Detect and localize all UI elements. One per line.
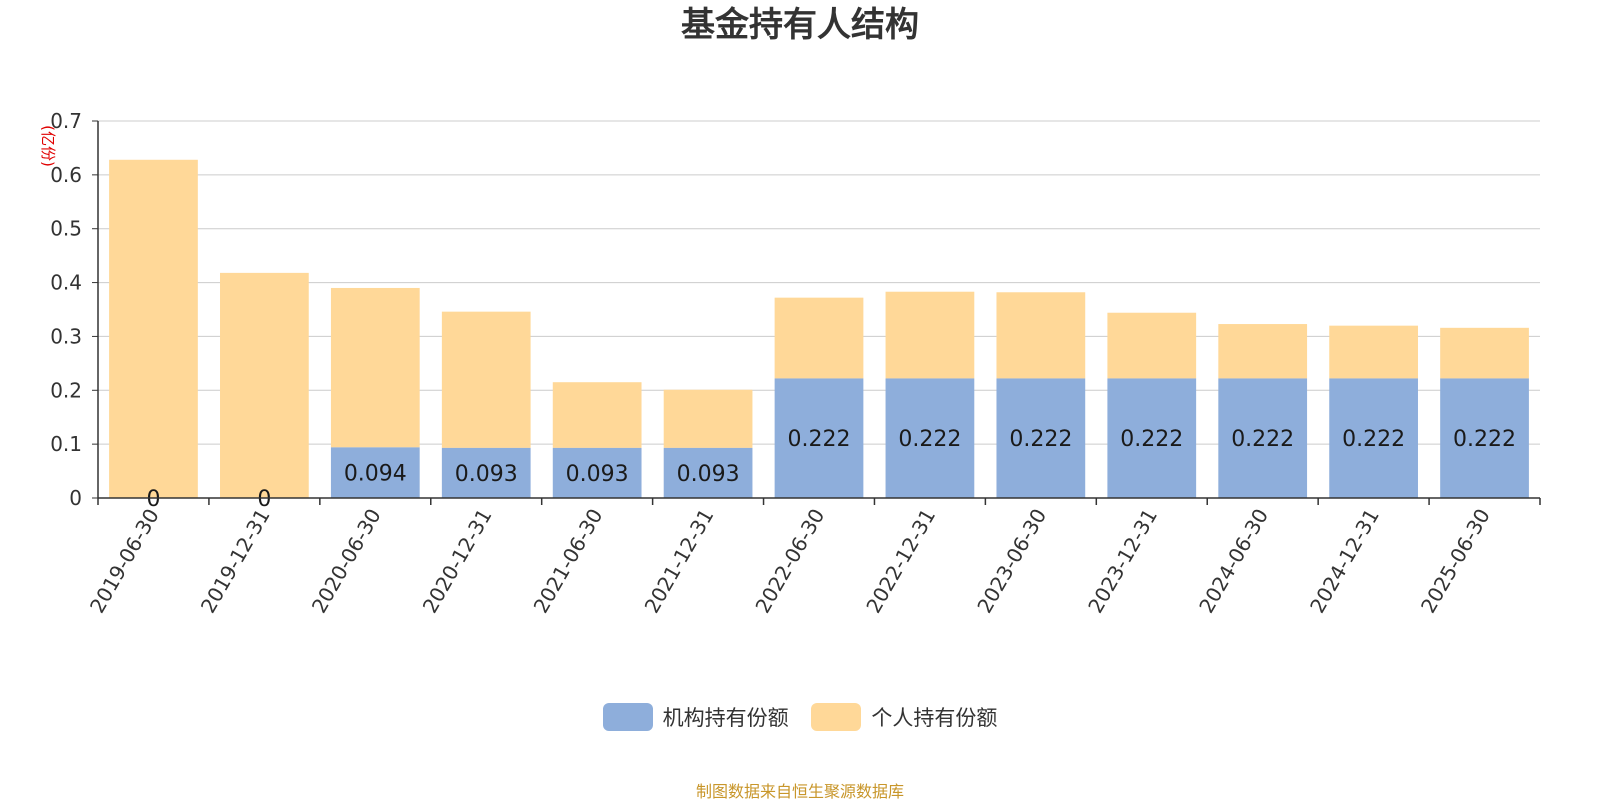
bar-institution-2021-12-31 xyxy=(663,447,753,498)
bar-individual-2024-06-30 xyxy=(1218,324,1308,379)
chart-title: 基金持有人结构 xyxy=(681,5,919,45)
y-tick-label: 0.2 xyxy=(50,378,82,402)
data-label-institution: 0.222 xyxy=(1342,427,1405,452)
bar-individual-2022-06-30 xyxy=(774,297,864,379)
data-label-institution: 0 xyxy=(146,487,160,512)
legend-label-individual: 个人持有份额 xyxy=(871,706,998,730)
x-tick-label: 2022-12-31 xyxy=(861,505,940,618)
source-note: 制图数据来自恒生聚源数据库 xyxy=(695,782,904,801)
bar-individual-2020-06-30 xyxy=(330,287,420,448)
data-label-institution: 0.222 xyxy=(788,427,851,452)
data-label-institution: 0.222 xyxy=(1231,427,1294,452)
data-label-institution: 0.222 xyxy=(1453,427,1516,452)
bar-institution-2021-06-30 xyxy=(552,447,642,498)
bar-individual-2021-06-30 xyxy=(552,382,642,448)
bar-institution-2022-12-31 xyxy=(885,378,975,498)
legend-swatch-individual xyxy=(811,703,862,731)
bar-individual-2019-06-30 xyxy=(109,159,198,498)
data-label-institution: 0.222 xyxy=(898,427,961,452)
bar-individual-2021-12-31 xyxy=(663,389,753,448)
x-tick-label: 2021-06-30 xyxy=(529,505,608,618)
bars xyxy=(109,159,1529,498)
data-label-institution: 0.093 xyxy=(566,462,629,487)
x-tick-label: 2025-06-30 xyxy=(1416,505,1495,618)
bar-individual-2023-12-31 xyxy=(1107,312,1197,379)
x-tick-label: 2021-12-31 xyxy=(640,505,719,618)
bar-institution-2020-06-30 xyxy=(330,447,420,498)
legend: 机构持有份额 个人持有份额 xyxy=(0,702,1600,736)
y-tick-label: 0.4 xyxy=(50,271,82,295)
bar-individual-2020-12-31 xyxy=(441,311,531,448)
legend-label-institution: 机构持有份额 xyxy=(662,706,789,730)
y-tick-label: 0 xyxy=(69,486,82,510)
bar-individual-2022-12-31 xyxy=(885,291,975,379)
x-tick-label: 2023-06-30 xyxy=(972,505,1051,618)
bar-institution-2025-06-30 xyxy=(1440,378,1529,498)
data-labels: 0 0 0.094 0.093 0.093 0.093 0.222 0.222 0.222 0.2… xyxy=(146,427,1516,512)
data-label-institution: 0.222 xyxy=(1009,427,1072,452)
data-label-institution: 0.093 xyxy=(677,462,740,487)
x-tick-label: 2019-06-30 xyxy=(85,505,164,618)
x-tick-label: 2023-12-31 xyxy=(1083,505,1162,618)
bar-institution-2022-06-30 xyxy=(774,378,864,498)
y-tick-label: 0.1 xyxy=(50,432,82,456)
bar-individual-2024-12-31 xyxy=(1329,325,1418,379)
data-label-institution: 0.093 xyxy=(455,462,518,487)
x-tick-label: 2020-12-31 xyxy=(418,505,497,618)
y-tick-label: 0.6 xyxy=(50,163,82,187)
x-tick-label: 2024-06-30 xyxy=(1194,505,1273,618)
x-tick-label: 2020-06-30 xyxy=(307,505,386,618)
x-tick-label: 2019-12-31 xyxy=(196,505,275,618)
bar-individual-2019-12-31 xyxy=(220,272,309,498)
bar-institution-2024-06-30 xyxy=(1218,378,1308,498)
y-tick-label: 0.5 xyxy=(50,217,82,241)
data-label-institution: 0.222 xyxy=(1120,427,1183,452)
bar-institution-2024-12-31 xyxy=(1329,378,1418,498)
bar-institution-2020-12-31 xyxy=(441,447,531,498)
legend-item-institution[interactable]: 机构持有份额 xyxy=(602,702,789,732)
legend-swatch-institution xyxy=(602,703,653,731)
y-axis-unit-label: (亿份) xyxy=(39,125,57,167)
bar-individual-2023-06-30 xyxy=(996,292,1086,379)
x-tick-label: 2024-12-31 xyxy=(1305,505,1384,618)
data-label-institution: 0 xyxy=(257,487,271,512)
y-tick-label: 0.7 xyxy=(50,109,82,133)
bar-individual-2025-06-30 xyxy=(1440,327,1529,379)
bar-institution-2023-12-31 xyxy=(1107,378,1197,498)
x-tick-label: 2022-06-30 xyxy=(750,505,829,618)
y-tick-label: 0.3 xyxy=(50,324,82,348)
data-label-institution: 0.094 xyxy=(344,462,407,487)
bar-institution-2023-06-30 xyxy=(996,378,1086,498)
legend-item-individual[interactable]: 个人持有份额 xyxy=(811,702,997,732)
